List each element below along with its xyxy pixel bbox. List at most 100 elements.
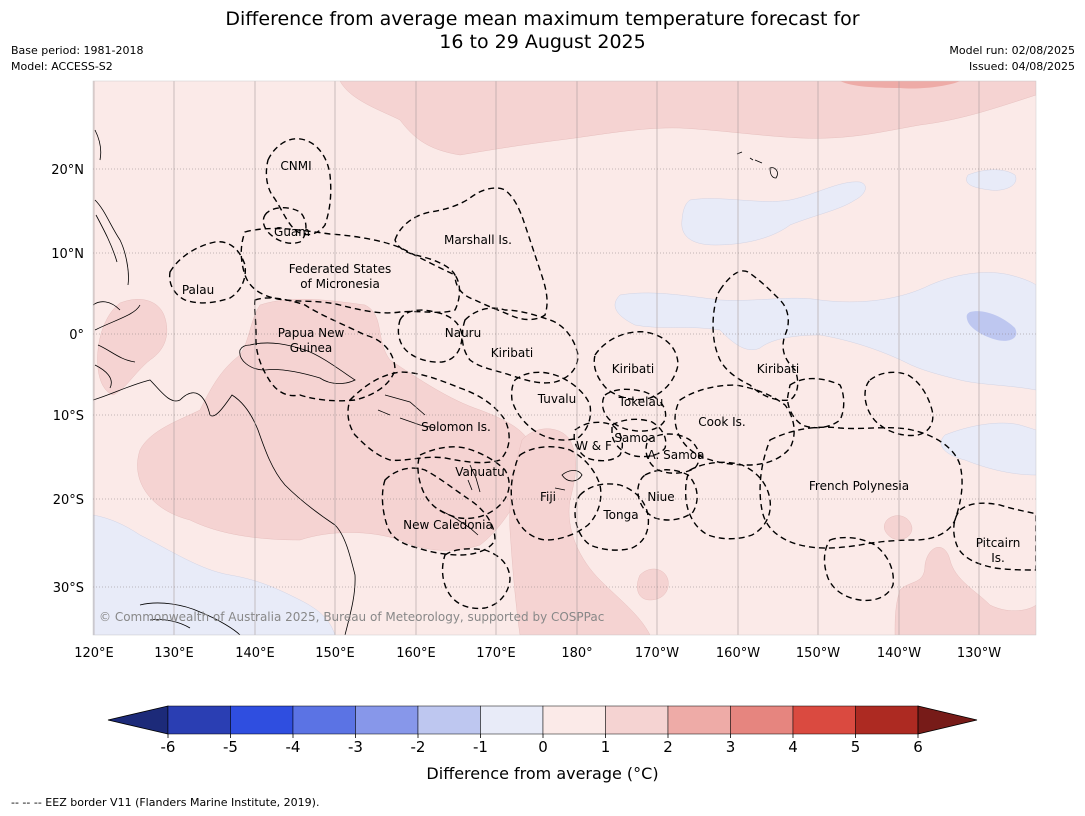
colorbar-tick-label: -5 <box>223 738 238 756</box>
eez-fsm <box>240 227 461 314</box>
label-tonga: Tonga <box>602 508 638 522</box>
title-line-2: 16 to 29 August 2025 <box>439 31 646 53</box>
anomaly-shading <box>93 81 1036 635</box>
colorbar-tick-label: -1 <box>473 738 488 756</box>
coastline-new-caledonia <box>439 509 479 536</box>
anomaly-positive-se-1 <box>637 568 669 601</box>
anomaly-negative-se <box>940 422 1036 476</box>
model-name: Model: ACCESS-S2 <box>11 60 113 73</box>
coastline-west-islands <box>93 129 141 389</box>
label-samoa: Samoa <box>614 431 655 445</box>
colorbar-segment <box>792 705 856 735</box>
coastline-australia <box>93 379 356 635</box>
eez-tokelau <box>601 388 667 432</box>
coastline-fiji <box>554 470 583 491</box>
eez-wallis-futuna <box>573 421 624 462</box>
eez-cnmi <box>265 138 332 236</box>
colorbar-tick-label: -4 <box>286 738 301 756</box>
colorbar-extend-high <box>917 705 978 735</box>
colorbar-tick-label: 2 <box>663 738 673 756</box>
colorbar-tick-label: 0 <box>538 738 548 756</box>
label-vanuatu: Vanuatu <box>455 465 505 479</box>
label-american-samoa: A. Samoa <box>648 448 705 462</box>
colorbar-segment <box>605 705 669 735</box>
anomaly-positive-se-3 <box>884 515 913 540</box>
colorbar-segment <box>667 705 731 735</box>
label-kiribati-west: Kiribati <box>491 346 533 360</box>
lon-tick-label: 140°E <box>235 646 275 661</box>
anomaly-warm-spot-north <box>840 81 960 89</box>
label-kiribati-central: Kiribati <box>612 362 654 376</box>
lon-tick-label: 180° <box>561 646 592 661</box>
coastline-new-guinea <box>239 342 356 384</box>
anomaly-negative-sw <box>93 514 336 635</box>
eez-kiribati-phoenix <box>593 331 679 401</box>
label-guam: Guam <box>274 225 310 239</box>
lat-tick-label: 10°N <box>51 247 84 262</box>
label-tuvalu: Tuvalu <box>537 392 577 406</box>
label-french-polynesia: French Polynesia <box>809 479 909 493</box>
eez-cook-islands <box>674 384 795 540</box>
label-wallis-futuna: W & F <box>576 439 612 453</box>
colorbar-tick-label: 4 <box>788 738 798 756</box>
lon-tick-label: 130°E <box>154 646 194 661</box>
colorbar-extend-low <box>107 705 169 735</box>
label-marshall: Marshall Is. <box>444 233 512 247</box>
label-fiji: Fiji <box>540 490 556 504</box>
label-cnmi: CNMI <box>280 159 311 173</box>
label-cook-islands: Cook Is. <box>698 415 745 429</box>
colorbar-label: Difference from average (°C) <box>426 764 659 783</box>
anomaly-positive-se-2 <box>894 547 1036 635</box>
eez-pitcairn <box>823 502 1036 602</box>
meta-right: Model run: 02/08/2025 Issued: 04/08/2025 <box>949 43 1075 75</box>
colorbar-segment <box>855 705 919 735</box>
label-fsm-2: of Micronesia <box>300 277 380 291</box>
lon-tick-label: 170°E <box>476 646 516 661</box>
colorbar: -6 -5 -4 -3 -2 -1 0 1 2 3 4 5 6 <box>107 705 978 756</box>
anomaly-negative-east <box>614 272 1036 391</box>
lon-tick-label: 150°W <box>796 646 840 661</box>
meta-left: Base period: 1981-2018 Model: ACCESS-S2 <box>11 43 143 75</box>
colorbar-segment <box>230 705 294 735</box>
colorbar-segment <box>417 705 481 735</box>
eez-solomon <box>347 371 510 464</box>
issued-date: Issued: 04/08/2025 <box>968 60 1075 73</box>
eez-tuvalu <box>510 371 592 441</box>
map-title: Difference from average mean maximum tem… <box>0 8 1085 54</box>
anomaly-positive-north <box>339 81 1036 156</box>
eez-kiribati-line <box>712 270 799 402</box>
colorbar-segment <box>355 705 419 735</box>
lon-tick-label: 140°W <box>877 646 921 661</box>
eez-kiribati-south <box>786 377 845 429</box>
lon-tick-label: 160°W <box>716 646 760 661</box>
label-new-caledonia: New Caledonia <box>403 518 493 532</box>
eez-samoa <box>611 418 667 458</box>
axis-labels: 120°E 130°E 140°E 150°E 160°E 170°E 180° 170°W 1… <box>51 80 1037 661</box>
colorbar-segment <box>167 705 231 735</box>
label-solomon: Solomon Is. <box>421 420 491 434</box>
coastline-vanuatu <box>467 464 481 493</box>
eez-guam <box>262 207 307 244</box>
colorbar-tick-label: 6 <box>913 738 923 756</box>
label-png-1: Papua New <box>278 326 345 340</box>
lat-tick-label: 10°S <box>53 409 84 424</box>
eez-tonga <box>574 483 650 551</box>
coastline-hawaii <box>736 151 778 179</box>
label-tokelau: Tokelau <box>618 395 664 409</box>
eez-footnote: -- -- -- EEZ border V11 (Flanders Marine… <box>11 796 320 809</box>
label-pitcairn-2: Is. <box>991 551 1005 565</box>
base-period: Base period: 1981-2018 <box>11 44 144 57</box>
label-pitcairn-1: Pitcairn <box>976 536 1021 550</box>
lon-tick-label: 130°W <box>957 646 1001 661</box>
colorbar-tick-label: 1 <box>601 738 611 756</box>
map-area: CNMI Guam Marshall Is. Federated States … <box>93 81 1036 635</box>
lon-tick-label: 120°E <box>74 646 114 661</box>
eez-niue <box>637 469 698 521</box>
region-label-group: CNMI Guam Marshall Is. Federated States … <box>182 159 1020 565</box>
lat-tick-label: 20°S <box>53 493 84 508</box>
colorbar-segment <box>480 705 544 735</box>
label-palau: Palau <box>182 283 214 297</box>
label-png-2: Guinea <box>290 341 333 355</box>
colorbar-tick-label: -2 <box>411 738 426 756</box>
